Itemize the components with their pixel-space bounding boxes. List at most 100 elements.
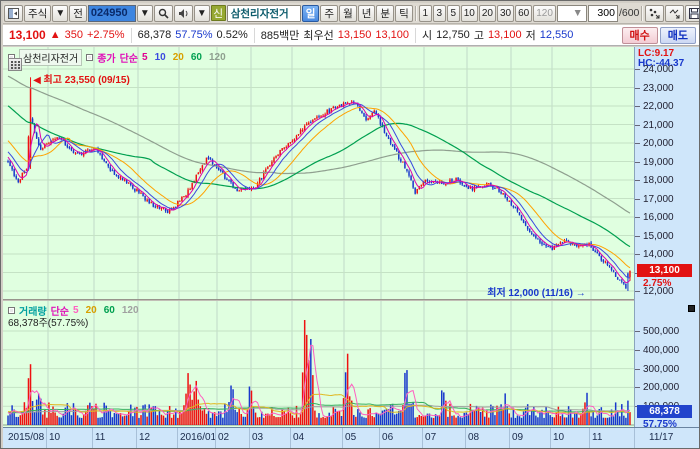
price-ma-20: 20	[173, 52, 184, 63]
minute-button-60[interactable]: 60	[515, 5, 532, 22]
code-dropdown[interactable]: ▼	[137, 5, 153, 22]
minute-button-120[interactable]: 120	[533, 5, 556, 22]
save-button[interactable]	[685, 5, 699, 22]
time-axis-label-10: 10	[49, 432, 60, 443]
legend-checkbox-icon[interactable]	[8, 307, 15, 314]
best-bid: 13,100	[375, 29, 409, 41]
toolbar-separator	[415, 6, 417, 21]
current-price-badge-pct: 2.75%	[643, 278, 671, 289]
time-axis-label-05: 05	[345, 432, 356, 443]
sound-button[interactable]	[174, 5, 193, 22]
period-button-월[interactable]: 월	[339, 5, 357, 22]
sound-dropdown[interactable]: ▼	[194, 5, 210, 22]
minute-button-30[interactable]: 30	[497, 5, 514, 22]
toolbar: 주식 ▼ 전 ▼ ▼ 신 삼천리자전거 일주월년분틱 1351020306012…	[3, 3, 699, 24]
price-chart-canvas[interactable]: 삼천리자전거 종가 단순 5102060120 ◀ 최고 23,550 (09/…	[3, 47, 634, 299]
trade-value: 885백만	[261, 27, 300, 43]
time-axis-label-2015/08: 2015/08	[8, 432, 44, 443]
minute-button-20[interactable]: 20	[479, 5, 496, 22]
time-axis-label-09: 09	[512, 432, 523, 443]
price-axis-label: 17,000	[643, 194, 674, 205]
period-button-분[interactable]: 분	[376, 5, 394, 22]
minute-button-5[interactable]: 5	[447, 5, 460, 22]
legend-checkbox-icon[interactable]	[86, 54, 93, 61]
minute-button-10[interactable]: 10	[461, 5, 478, 22]
time-axis-label-2016/01: 2016/01	[180, 432, 216, 443]
bars-shown-input[interactable]	[588, 5, 618, 22]
price-change-pct: +2.75%	[87, 29, 125, 41]
best-quote-label: 최우선	[303, 27, 333, 43]
period-button-주[interactable]: 주	[320, 5, 338, 22]
toolbar-separator	[641, 6, 643, 21]
current-price-badge: 13,100	[637, 264, 692, 277]
low-label: 저	[526, 27, 536, 43]
time-axis-label-08: 08	[468, 432, 479, 443]
trendline-tool-button[interactable]	[665, 5, 684, 22]
stock-name-field[interactable]: 삼천리자전거	[227, 5, 301, 22]
volume-ma-120: 120	[122, 305, 139, 316]
volume-axis-label: 200,000	[643, 382, 679, 393]
price-legend: 삼천리자전거 종가 단순 5102060120	[8, 49, 226, 66]
chart-menu-button[interactable]	[8, 58, 22, 71]
period-button-group: 일주월년분틱	[302, 5, 413, 22]
price-axis-label: 24,000	[643, 64, 674, 75]
price-legend-ma-label: 단순	[120, 50, 138, 65]
price-axis-label: 16,000	[643, 212, 674, 223]
price-axis-label: 22,000	[643, 101, 674, 112]
time-axis-label-11: 11	[592, 432, 602, 443]
minute-button-3[interactable]: 3	[433, 5, 446, 22]
value-axis-column: LC:9.17 HC:-44.37 24,00023,00022,00021,0…	[634, 47, 699, 427]
data-points-icon	[649, 8, 660, 19]
price-axis-label: 15,000	[643, 231, 674, 242]
quote-bar: 13,100 ▲ 350 +2.75% 68,378 57.75% 0.52% …	[3, 25, 699, 46]
save-icon	[689, 8, 699, 19]
asset-type-button[interactable]: 주식	[24, 5, 51, 22]
time-axis-label-11: 11	[95, 432, 105, 443]
prev-stock-button[interactable]: 전	[69, 5, 87, 22]
price-axis-label: 19,000	[643, 157, 674, 168]
current-price: 13,100	[9, 28, 46, 42]
trendline-icon	[669, 8, 680, 19]
stock-code-input[interactable]	[88, 5, 136, 22]
time-axis-label-06: 06	[382, 432, 393, 443]
minute-button-group: 13510203060120	[419, 5, 556, 22]
panel-option-button[interactable]	[688, 305, 695, 312]
asset-type-dropdown[interactable]: ▼	[52, 5, 68, 22]
minute-button-1[interactable]: 1	[419, 5, 432, 22]
price-ma-60: 60	[191, 52, 202, 63]
low-price: 12,550	[540, 29, 574, 41]
time-axis-last-date: 11/17	[649, 432, 673, 443]
chart-window: 주식 ▼ 전 ▼ ▼ 신 삼천리자전거 일주월년분틱 1351020306012…	[0, 0, 700, 449]
minute-custom-dropdown[interactable]: ▼	[557, 5, 587, 22]
panel-toggle-button[interactable]	[4, 5, 23, 22]
period-button-일[interactable]: 일	[302, 5, 320, 22]
time-axis-label-12: 12	[139, 432, 150, 443]
chart-area: 삼천리자전거 종가 단순 5102060120 ◀ 최고 23,550 (09/…	[3, 47, 699, 427]
today-volume: 68,378	[138, 29, 172, 41]
grid-menu-icon	[11, 61, 20, 69]
time-axis-label-04: 04	[293, 432, 304, 443]
price-ma-120: 120	[209, 52, 226, 63]
price-axis-label: 21,000	[643, 120, 674, 131]
time-axis-label-02: 02	[218, 432, 229, 443]
time-axis: 11/17 2015/08 10 11 12 2016/0102 03 04 05 06 07 08…	[3, 427, 699, 448]
time-axis-label-03: 03	[252, 432, 263, 443]
search-button[interactable]	[154, 5, 173, 22]
volume-chart-canvas[interactable]: 거래량 단순 52060120 68,378주(57.75%)	[3, 301, 634, 427]
price-axis-label: 18,000	[643, 175, 674, 186]
price-legend-type: 종가	[97, 50, 115, 65]
period-button-년[interactable]: 년	[358, 5, 376, 22]
current-volume-badge: 68,378	[637, 405, 692, 418]
volume-axis-label: 400,000	[643, 345, 679, 356]
sell-button[interactable]: 매도	[660, 27, 696, 44]
buy-button[interactable]: 매수	[622, 27, 658, 44]
indicator-tool-button[interactable]	[645, 5, 664, 22]
period-button-틱[interactable]: 틱	[395, 5, 413, 22]
price-axis-label: 14,000	[643, 249, 674, 260]
new-stock-badge: 신	[211, 5, 226, 21]
high-annotation: ◀ 최고 23,550 (09/15)	[33, 71, 130, 86]
price-axis-label: 20,000	[643, 138, 674, 149]
time-axis-label-07: 07	[425, 432, 436, 443]
high-price: 13,100	[488, 29, 522, 41]
volume-axis-label: 500,000	[643, 326, 679, 337]
